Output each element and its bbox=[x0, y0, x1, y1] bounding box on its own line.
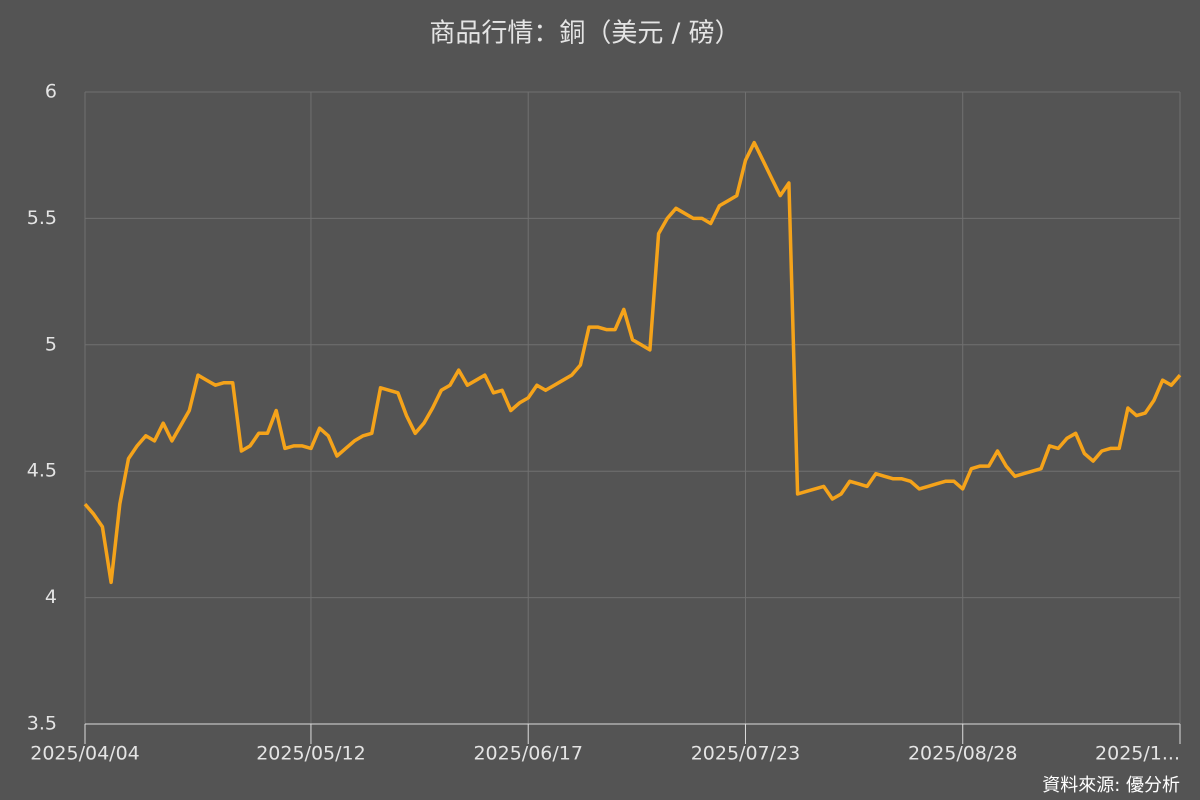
x-tick-label: 2025/04/04 bbox=[30, 743, 140, 765]
y-tick-label: 4 bbox=[45, 586, 57, 608]
x-tick-label: 2025/07/23 bbox=[691, 743, 801, 765]
chart-title: 商品行情：銅（美元 / 磅） bbox=[429, 19, 740, 49]
y-tick-label: 5 bbox=[45, 333, 57, 355]
y-tick-label: 5.5 bbox=[27, 207, 57, 229]
source-note: 資料來源: 優分析 bbox=[1042, 775, 1180, 796]
x-tick-label: 2025/06/17 bbox=[473, 743, 583, 765]
price-line bbox=[83, 140, 1182, 585]
x-tick-label: 2025/1... bbox=[1095, 743, 1180, 765]
x-tick-label: 2025/08/28 bbox=[908, 743, 1018, 765]
y-tick-label: 3.5 bbox=[27, 713, 57, 735]
y-tick-label: 4.5 bbox=[27, 460, 57, 482]
y-tick-label: 6 bbox=[45, 81, 57, 103]
x-tick-label: 2025/05/12 bbox=[256, 743, 366, 765]
